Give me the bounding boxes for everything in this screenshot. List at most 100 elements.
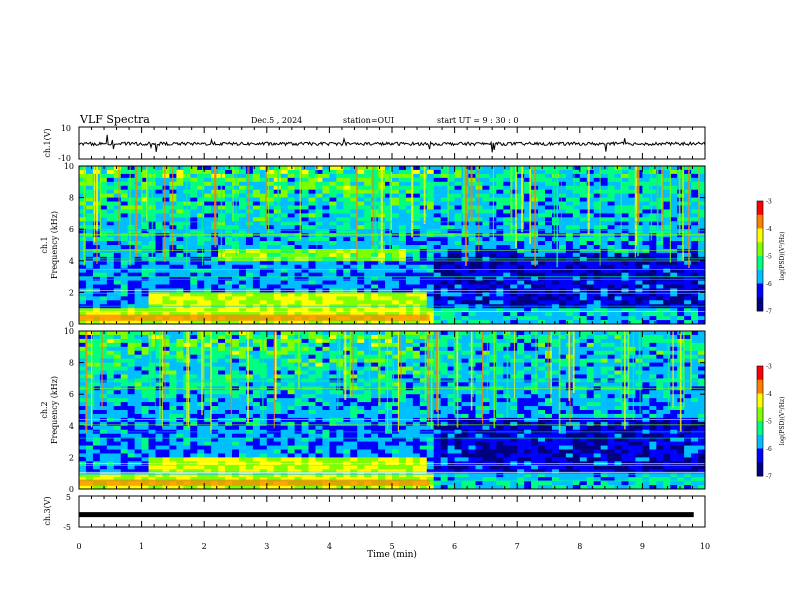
spectrogram-cell [211,342,219,348]
spectrogram-cell [419,320,428,325]
spectrogram-cell [238,237,247,242]
spectrogram-cell [642,173,650,179]
spectrogram-cell [106,237,115,242]
spectrogram-cell [294,181,302,187]
spectrogram-cell [663,166,671,171]
spectrogram-cell [266,252,275,258]
spectrogram-cell [225,241,233,246]
spectrogram-cell [252,331,261,336]
spectrogram-cell [134,284,142,289]
spectrogram-cell [426,260,435,266]
spectrogram-cell [357,209,365,214]
spectrogram-cell [371,272,379,277]
spectrogram-cell [287,221,295,226]
spectrogram-cell [461,264,469,269]
spectrogram-cell [677,181,685,187]
spectrogram-cell [538,300,546,305]
spectrogram-cell [329,189,337,194]
spectrogram-cell [218,276,226,281]
spectrogram-cell [538,272,546,277]
spectrogram-cell [698,272,706,277]
spectrogram-cell [155,237,163,242]
spectrogram-cell [670,264,678,269]
spectrogram-cell [301,205,309,210]
spectrogram-cell [684,280,692,285]
spectrogram-cell [218,477,226,482]
spectrogram-cell [545,272,553,277]
spectrogram-cell [524,225,532,230]
spectrogram-cell [162,342,170,348]
spectrogram-cell [155,413,163,419]
spectrogram-cell [162,449,170,454]
spectrogram-cell [572,217,581,222]
spectrogram-cell [398,292,407,297]
spectrogram-cell [447,181,455,187]
spectrogram-cell [642,205,650,210]
spectrogram-cell [329,177,337,183]
spectrogram-cell [371,312,379,317]
spectrogram-cell [169,272,177,277]
spectrogram-cell [364,292,372,297]
spectrogram-cell [308,296,316,301]
spectrogram-cell [329,260,337,266]
spectrogram-cell [670,312,678,317]
spectrogram-cell [120,237,128,242]
spectrogram-cell [106,342,115,348]
spectrogram-cell [315,229,323,234]
spectrogram-cell [155,394,163,399]
spectrogram-cell [245,185,254,190]
spectrogram-cell [127,177,135,183]
spectrogram-cell [698,221,706,226]
spectrogram-cell [211,334,219,340]
spectrogram-cell [218,425,226,431]
spectrogram-cell [510,241,518,246]
spectrogram-cell [336,217,344,222]
spectrogram-cell [684,225,692,230]
spectrogram-cell [579,320,588,325]
spectrogram-cell [392,292,400,297]
spectrogram-cell [280,264,288,269]
spectrogram-cell [607,248,615,254]
spectrogram-cell [364,312,372,317]
spectrogram-cell [176,398,184,403]
spectrogram-cell [405,209,414,214]
spectrogram-cell [259,272,268,277]
spectrogram-cell [190,252,198,258]
spectrogram-cell [475,300,483,305]
spectrogram-cell [176,346,184,352]
spectrogram-cell [245,342,254,348]
spectrogram-cell [204,205,212,210]
spectrogram-cell [593,201,601,206]
spectrogram-cell [412,276,421,281]
spectrogram-cell [155,477,163,482]
spectrogram-cell [106,225,115,230]
spectrogram-cell [642,221,650,226]
spectrogram-cell [280,197,288,202]
spectrogram-cell [245,425,254,431]
spectrogram-cell [294,280,302,285]
spectrogram-cell [155,334,163,340]
spectrogram-cell [120,320,128,325]
spectrogram-cell [287,185,295,190]
spectrogram-cell [141,217,149,222]
spectrogram-cell [510,280,518,285]
spectrogram-cell [663,280,671,285]
spectrogram-cell [120,350,128,355]
spectrogram-cell [266,320,275,325]
spectrogram-cell [204,209,212,214]
spectrogram-cell [433,284,441,289]
spectrogram-cell [287,252,295,258]
spectrogram-cell [225,181,233,187]
spectrogram-cell [92,346,101,352]
spectrogram-cell [252,229,261,234]
spectrogram-cell [482,272,490,277]
spectrogram-cell [218,331,226,336]
spectrogram-cell [218,398,226,403]
spectrogram-cell [218,320,226,325]
spectrogram-cell [162,374,170,379]
spectrogram-cell [315,241,323,246]
spectrogram-cell [572,229,581,234]
spectrogram-cell [211,417,219,423]
spectrogram-cell [113,312,122,317]
spectrogram-cell [412,237,421,242]
